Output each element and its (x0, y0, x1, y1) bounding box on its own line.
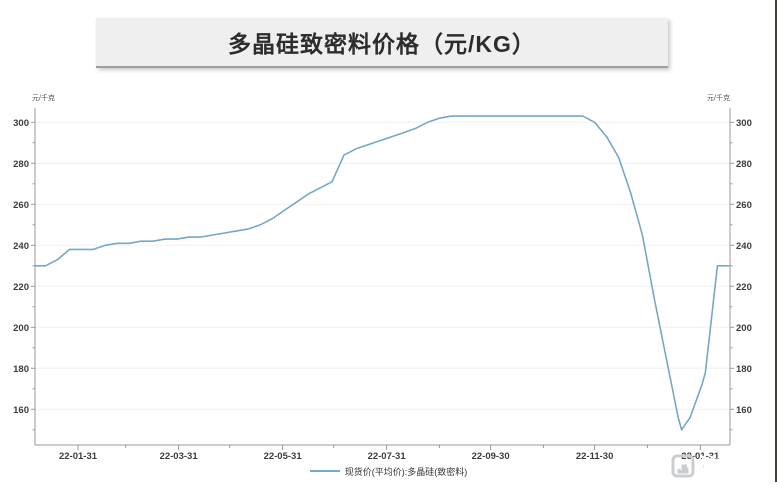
x-axis-label: 22-05-31 (264, 451, 303, 462)
y-axis-label-right: 200 (736, 323, 752, 334)
y-axis-unit-right: 元/千克 (707, 95, 730, 102)
y-axis-label-left: 280 (13, 159, 29, 170)
gelonghui-logo-icon (671, 454, 695, 478)
x-axis-label: 22-07-31 (368, 451, 407, 462)
y-axis-label-right: 160 (736, 405, 752, 416)
y-axis-label-left: 180 (13, 364, 29, 375)
y-axis-label-left: 200 (13, 323, 29, 334)
y-axis-label-left: 160 (13, 405, 29, 416)
x-axis-label: 22-09-30 (472, 451, 510, 462)
chart-title: 多晶硅致密料价格（元/KG） (228, 31, 536, 57)
y-axis-label-left: 260 (13, 200, 29, 211)
x-axis-label: 22-01-31 (59, 451, 98, 462)
y-axis-label-right: 240 (736, 241, 752, 252)
right-edge-border (775, 0, 777, 482)
chart-title-banner: 多晶硅致密料价格（元/KG） (96, 18, 668, 68)
legend-line-swatch (309, 470, 340, 472)
price-series-line (35, 115, 730, 431)
y-axis-unit-left: 元/千克 (32, 95, 55, 102)
x-axis-label: 22-03-31 (160, 451, 199, 462)
gelonghui-watermark: 格隆汇 (671, 451, 773, 483)
legend-label: 现货价(平均价):多晶硅(致密料) (344, 466, 468, 477)
y-axis-label-right: 180 (736, 364, 752, 375)
chart-legend: 现货价(平均价):多晶硅(致密料) (0, 463, 777, 479)
y-axis-label-right: 260 (736, 200, 752, 211)
y-axis-label-left: 300 (13, 118, 29, 129)
x-axis-label: 22-11-30 (576, 451, 614, 462)
y-axis-label-left: 220 (13, 282, 29, 293)
y-axis-label-right: 220 (736, 282, 752, 293)
x-axis-label: 23-01-31 (681, 451, 720, 462)
y-axis-label-left: 240 (13, 241, 29, 252)
y-axis-label-right: 280 (736, 159, 752, 170)
gelonghui-logo-text: 格隆汇 (698, 455, 773, 483)
y-axis-label-right: 300 (736, 118, 752, 129)
